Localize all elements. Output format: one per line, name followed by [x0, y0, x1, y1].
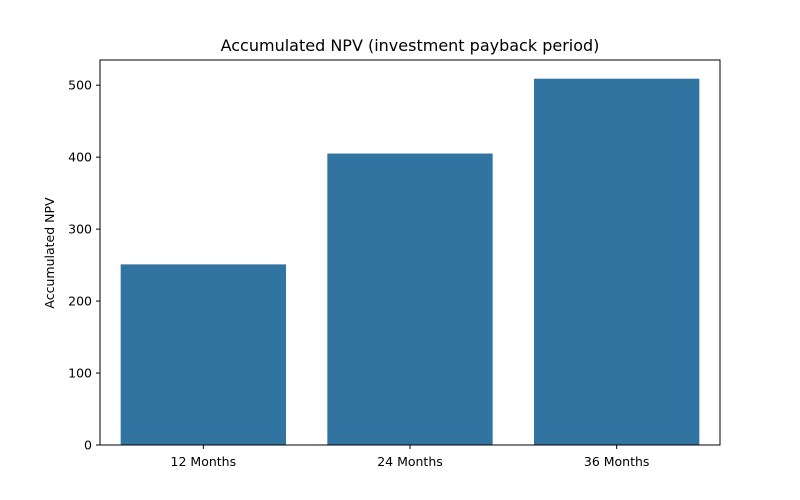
bar-3	[534, 78, 700, 446]
y-tick-label: 100	[68, 366, 92, 381]
x-axis: 12 Months 24 Months 36 Months	[171, 445, 650, 469]
chart-title: Accumulated NPV (investment payback peri…	[221, 36, 600, 55]
x-tick-label: 12 Months	[171, 454, 237, 469]
bar-2	[327, 153, 493, 446]
y-tick-label: 400	[68, 150, 92, 165]
y-tick-label: 500	[68, 78, 92, 93]
y-tick-label: 200	[68, 294, 92, 309]
y-axis-label: Accumulated NPV	[42, 197, 57, 309]
x-tick-label: 36 Months	[584, 454, 650, 469]
bars-group	[120, 78, 700, 446]
plot-frame	[99, 59, 721, 446]
x-tick-label: 24 Months	[377, 454, 443, 469]
y-tick-label: 300	[68, 222, 92, 237]
y-tick-label: 0	[84, 438, 92, 453]
bar-1	[120, 264, 286, 445]
y-axis: 0 100 200 300 400 500	[68, 78, 100, 453]
